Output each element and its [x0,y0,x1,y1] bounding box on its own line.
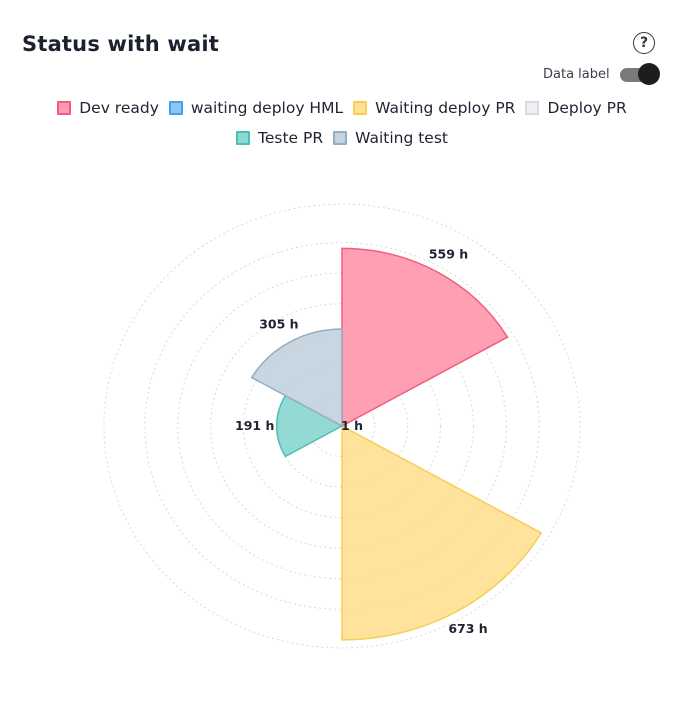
legend-swatch [168,101,183,115]
legend-swatch [333,131,348,145]
legend-swatch [57,101,72,115]
legend-swatch [236,131,250,145]
help-icon[interactable]: ? [633,32,655,54]
legend-label: Deploy PR [547,99,627,117]
legend-label: Waiting deploy PR [375,99,516,117]
legend-label: Teste PR [258,129,324,147]
grid-ring [144,242,540,610]
slice-dev-ready[interactable] [341,247,509,428]
slice-teste-pr[interactable] [276,394,344,458]
grid-ring [177,272,507,580]
grid-ring [210,303,474,549]
legend-item[interactable]: Deploy PR [525,99,627,117]
slice-waiting-test[interactable] [250,328,343,428]
chart-title: Status with wait [22,32,220,56]
chart-slices [250,247,543,641]
data-label-toggle-label: Data label [543,67,610,82]
legend-label: Dev ready [79,99,159,117]
chart-legend: Dev ready waiting deploy HML Waiting deplo… [0,95,684,155]
legend-item[interactable]: Dev ready [57,99,159,117]
legend-item[interactable]: Waiting deploy PR [353,99,515,117]
legend-label: Waiting test [355,129,448,147]
data-label: 305 h [259,316,298,331]
legend-swatch [525,101,540,115]
chart-data-labels: 559 h 1 h 673 h 191 h 305 h [235,246,488,636]
grid-ring [242,333,442,519]
grid-ring [103,203,581,649]
legend-item[interactable]: Teste PR [236,129,323,147]
toggle-knob [638,63,660,85]
grid-ring [308,394,376,458]
legend-item[interactable]: waiting deploy HML [168,99,344,117]
legend-swatch [353,101,368,115]
legend-item[interactable]: Waiting test [333,129,448,147]
data-label: 673 h [448,621,487,636]
legend-row: Dev ready waiting deploy HML Waiting deplo… [0,95,684,121]
data-label: 191 h [235,418,274,433]
grid-ring [275,364,409,488]
data-label: 1 h [341,418,363,433]
data-label-toggle[interactable] [620,63,660,85]
data-label: 559 h [429,246,468,261]
legend-label: waiting deploy HML [190,99,344,117]
slice-waiting-deploy-pr[interactable] [341,424,543,641]
chart-grid [103,203,581,649]
legend-row: Teste PR Waiting test [0,125,684,151]
